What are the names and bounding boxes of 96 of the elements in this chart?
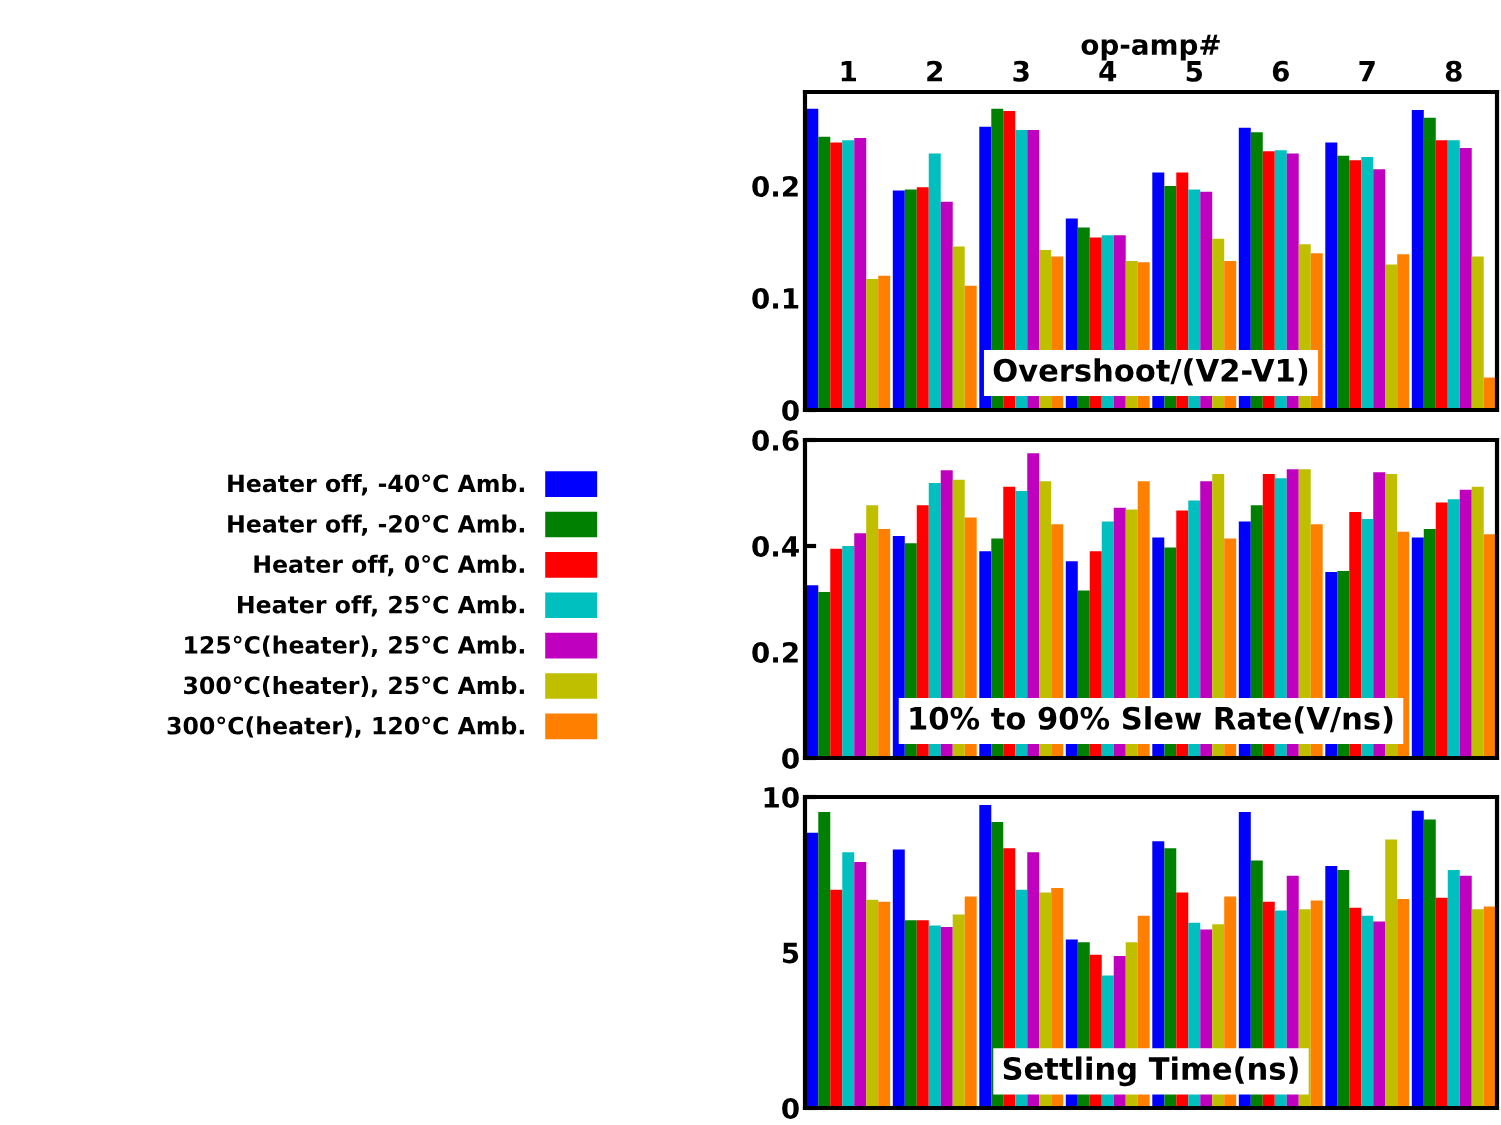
bar xyxy=(818,136,831,410)
legend-label: Heater off, 25°C Amb. xyxy=(238,595,524,617)
bar xyxy=(878,529,891,758)
bar xyxy=(1361,156,1374,410)
x-axis-title: op-amp# xyxy=(1081,34,1220,61)
text: Overshoot/(V2-V1) xyxy=(993,358,1308,386)
bar xyxy=(1459,147,1472,410)
bar xyxy=(979,805,992,1108)
bar xyxy=(1471,909,1484,1108)
bar xyxy=(892,190,905,410)
x-tick-label: 6 xyxy=(1272,60,1289,82)
bar xyxy=(1411,109,1424,410)
bar xyxy=(952,914,965,1108)
bar xyxy=(830,142,843,410)
bar xyxy=(916,187,929,410)
bar xyxy=(830,889,843,1108)
bar xyxy=(964,896,977,1108)
bar xyxy=(916,920,929,1108)
bar xyxy=(1435,140,1448,410)
bar xyxy=(818,811,831,1108)
x-tick-label: 3 xyxy=(1013,60,1029,82)
y-tick-label: 0.1 xyxy=(752,287,799,309)
bar xyxy=(928,153,941,410)
bar xyxy=(1325,142,1338,410)
y-tick-label: 0.2 xyxy=(752,175,798,197)
bar xyxy=(904,920,917,1108)
bar xyxy=(866,505,879,758)
bar xyxy=(1471,486,1484,758)
bar xyxy=(878,275,891,410)
legend-label: 125°C(heater), 25°C Amb. xyxy=(185,635,524,657)
bar xyxy=(842,140,855,410)
bar xyxy=(1471,256,1484,410)
bar xyxy=(1310,900,1323,1108)
x-tick-label: 8 xyxy=(1445,60,1462,82)
y-tick-label: 0 xyxy=(782,399,799,421)
bar xyxy=(1435,897,1448,1108)
x-tick-label: 7 xyxy=(1359,61,1375,82)
text: Settling Time(ns) xyxy=(1003,1056,1298,1087)
bar xyxy=(1373,169,1386,410)
bar xyxy=(1337,155,1350,410)
bar xyxy=(830,548,843,758)
bar xyxy=(1361,915,1374,1108)
legend-label: Heater off, -20°C Amb. xyxy=(228,514,524,536)
bar xyxy=(940,201,953,410)
y-tick-label: 0.2 xyxy=(752,641,798,663)
legend-label: Heater off, 0°C Amb. xyxy=(254,554,524,577)
bar xyxy=(1447,499,1460,758)
bar xyxy=(892,849,905,1108)
bar xyxy=(1349,160,1362,410)
bar xyxy=(1373,921,1386,1108)
legend-label: Heater off, -40°C Amb. xyxy=(228,474,524,496)
y-tick-label: 10 xyxy=(764,786,799,808)
bar xyxy=(878,901,891,1108)
y-tick-label: 0 xyxy=(782,747,799,769)
legend-label: 300°C(heater), 120°C Amb. xyxy=(167,716,524,738)
bar xyxy=(1325,866,1338,1108)
bar xyxy=(1411,537,1424,758)
bar xyxy=(854,533,867,758)
legend-label: 300°C(heater), 25°C Amb. xyxy=(184,675,524,698)
x-tick-label: 1 xyxy=(841,61,856,82)
bar xyxy=(952,246,965,410)
bar xyxy=(1397,899,1410,1108)
bar xyxy=(818,592,831,758)
bar xyxy=(1423,819,1436,1108)
bar xyxy=(1423,117,1436,410)
bar xyxy=(964,285,977,410)
bar xyxy=(1423,529,1436,758)
x-tick-label: 4 xyxy=(1099,61,1117,82)
x-tick-label: 5 xyxy=(1186,61,1202,82)
bar xyxy=(1411,810,1424,1108)
bar xyxy=(854,137,867,410)
bar xyxy=(842,852,855,1108)
bar xyxy=(866,278,879,410)
bar xyxy=(1337,870,1350,1108)
bar xyxy=(1447,870,1460,1108)
y-tick-label: 0.4 xyxy=(752,535,799,557)
bar xyxy=(904,189,917,410)
bar xyxy=(866,899,879,1108)
bar xyxy=(1349,907,1362,1108)
y-tick-label: 0.6 xyxy=(752,429,799,451)
bar xyxy=(1459,875,1472,1108)
bar xyxy=(1459,489,1472,758)
text: 10% to 90% Slew Rate(V/ns) xyxy=(910,706,1393,734)
bar xyxy=(1385,264,1398,410)
bar xyxy=(842,546,855,758)
bar xyxy=(1447,140,1460,410)
bar xyxy=(854,862,867,1108)
bar xyxy=(979,126,992,410)
x-tick-label: 2 xyxy=(927,60,942,82)
y-tick-label: 0 xyxy=(782,1097,799,1119)
bar xyxy=(940,927,953,1108)
bar xyxy=(1397,254,1410,410)
bar xyxy=(1435,502,1448,758)
bar xyxy=(1385,839,1398,1108)
y-tick-label: 5 xyxy=(782,942,799,964)
bar xyxy=(928,925,941,1108)
